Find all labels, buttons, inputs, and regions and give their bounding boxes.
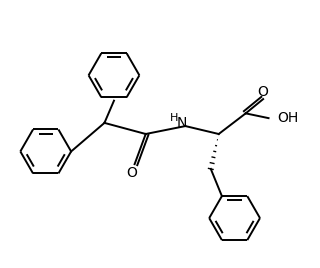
Text: O: O [258,85,268,99]
Text: OH: OH [277,111,299,125]
Text: O: O [127,166,138,180]
Text: N: N [177,116,188,130]
Text: H: H [170,113,179,123]
